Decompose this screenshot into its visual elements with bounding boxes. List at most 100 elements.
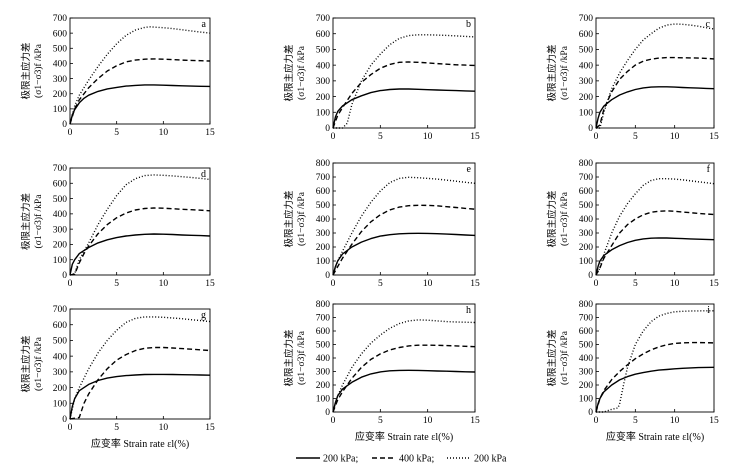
y-axis-label-line2: (σ1−σ3)f /kPa [559, 191, 570, 246]
y-tick-label: 0 [325, 408, 330, 418]
y-axis-label-line2: (σ1−σ3)f /kPa [33, 43, 44, 98]
y-tick-label: 200 [316, 93, 331, 103]
x-tick-label: 15 [470, 279, 480, 289]
plot-frame [595, 303, 715, 413]
y-tick-label: 100 [579, 395, 594, 405]
y-axis-label-line2: (σ1−σ3)f /kPa [33, 194, 44, 249]
y-tick-label: 400 [316, 354, 331, 364]
legend-label-solid: 200 kPa; [323, 454, 359, 465]
panel-label: d [201, 169, 206, 180]
y-tick-label: 0 [588, 271, 593, 281]
y-tick-label: 600 [579, 187, 594, 197]
series-line-dashed [332, 61, 476, 129]
y-tick-label: 200 [579, 381, 594, 391]
series-line-dotted [596, 310, 714, 413]
series-line-dotted [69, 26, 211, 125]
x-tick-label: 10 [423, 279, 433, 289]
x-tick-label: 0 [68, 279, 73, 289]
y-tick-label: 100 [316, 395, 331, 405]
x-tick-label: 0 [331, 416, 336, 426]
series-line-dashed [595, 56, 715, 129]
y-tick-label: 300 [53, 225, 68, 235]
y-axis-label-line1: 极限主应力差 [283, 44, 295, 101]
y-tick-label: 200 [579, 93, 594, 103]
panel-h: 0 100 200 300 400 500 600 700 800 0 5 10 15 h 极限主应力差 (σ… [283, 300, 480, 443]
y-tick-label: 100 [53, 256, 68, 266]
series-line-solid [595, 86, 715, 129]
x-tick-label: 15 [470, 416, 480, 426]
y-tick-label: 600 [316, 30, 331, 40]
series-line-solid [332, 369, 476, 413]
y-axis-label-line2: (σ1−σ3)f /kPa [559, 330, 570, 385]
panel-g: 0 100 200 300 400 500 600 700 0 5 10 15 g 极限主应力差 (σ1−σ… [20, 305, 215, 450]
y-tick-label: 700 [53, 14, 68, 24]
legend-label-dotted: 200 kPa [474, 454, 507, 465]
y-tick-label: 200 [579, 243, 594, 253]
x-tick-label: 0 [594, 132, 599, 142]
panel-b: 0 100 200 300 400 500 600 700 0 5 10 15 b 极限主应力差 (σ1−σ… [283, 14, 480, 142]
y-axis-label-line1: 极限主应力差 [20, 42, 32, 99]
y-tick-label: 300 [579, 77, 594, 87]
y-axis-label-line2: (σ1−σ3)f /kPa [559, 45, 570, 100]
y-tick-label: 500 [53, 44, 68, 54]
y-tick-label: 200 [316, 381, 331, 391]
x-tick-label: 10 [159, 423, 169, 433]
x-tick-label: 5 [114, 423, 119, 433]
series-line-dotted [595, 177, 715, 276]
series-line-solid [332, 88, 476, 129]
y-tick-label: 0 [588, 408, 593, 418]
y-tick-label: 100 [316, 108, 331, 118]
y-tick-label: 0 [62, 415, 67, 425]
plot-frame [332, 162, 476, 276]
y-tick-label: 300 [316, 368, 331, 378]
series-line-solid [69, 373, 211, 420]
x-tick-label: 0 [331, 132, 336, 142]
series-line-dashed [69, 58, 211, 125]
series-line-dashed [332, 344, 476, 413]
y-tick-label: 300 [316, 229, 331, 239]
x-tick-label: 15 [205, 279, 215, 289]
x-tick-label: 15 [470, 132, 480, 142]
y-tick-label: 400 [53, 352, 68, 362]
y-tick-label: 100 [579, 108, 594, 118]
x-tick-label: 10 [159, 128, 169, 138]
series-line-solid [69, 233, 211, 276]
x-tick-label: 5 [378, 279, 383, 289]
x-axis-label: 应变率 Strain rate εl(%) [91, 437, 189, 450]
y-tick-label: 400 [316, 215, 331, 225]
x-tick-label: 10 [670, 416, 680, 426]
legend: 200 kPa; 400 kPa; 200 kPa [296, 454, 507, 465]
y-tick-label: 800 [579, 159, 594, 169]
plot-frame [69, 308, 211, 420]
x-tick-label: 0 [68, 128, 73, 138]
x-tick-label: 10 [423, 132, 433, 142]
plot-frame [332, 303, 476, 413]
y-tick-label: 600 [579, 327, 594, 337]
x-tick-label: 15 [205, 128, 215, 138]
y-tick-label: 700 [53, 164, 68, 174]
y-tick-label: 500 [316, 341, 331, 351]
y-tick-label: 500 [316, 201, 331, 211]
y-tick-label: 100 [53, 105, 68, 115]
y-axis-label-line1: 极限主应力差 [546, 329, 558, 386]
x-tick-label: 0 [68, 423, 73, 433]
panel-c: 0 100 200 300 400 500 600 700 0 5 10 15 c 极限主应力差 (σ1−σ… [546, 14, 719, 142]
x-tick-label: 10 [670, 279, 680, 289]
y-tick-label: 0 [62, 120, 67, 130]
y-tick-label: 100 [53, 399, 68, 409]
series-line-dotted [333, 34, 476, 129]
series-line-dotted [332, 176, 476, 276]
y-tick-label: 0 [325, 124, 330, 134]
y-axis-label-line1: 极限主应力差 [546, 44, 558, 101]
x-tick-label: 5 [633, 279, 638, 289]
y-tick-label: 500 [579, 201, 594, 211]
y-tick-label: 0 [588, 124, 593, 134]
y-tick-label: 300 [316, 77, 331, 87]
y-tick-label: 300 [579, 368, 594, 378]
y-axis-label-line2: (σ1−σ3)f /kPa [296, 45, 307, 100]
y-tick-label: 700 [579, 14, 594, 24]
x-tick-label: 5 [633, 132, 638, 142]
plot-frame [595, 162, 715, 276]
panel-i: 0 100 200 300 400 500 600 700 800 0 5 10 15 i 极限主应力差 (σ… [546, 300, 719, 443]
